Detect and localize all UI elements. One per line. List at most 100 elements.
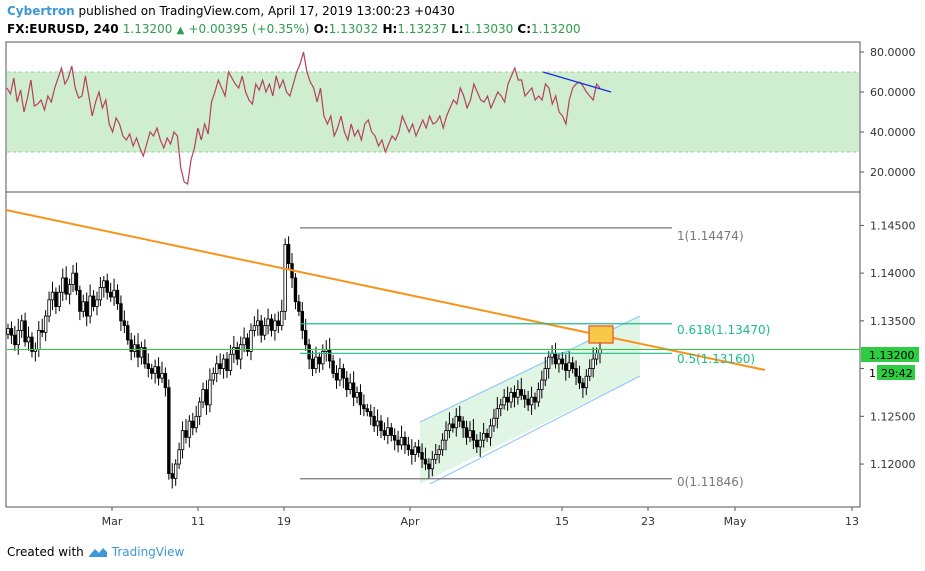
tradingview-brand[interactable]: TradingView (111, 545, 185, 559)
candle-body (81, 301, 85, 312)
candle-body (9, 328, 14, 336)
candle-body (71, 272, 75, 285)
candle-body (143, 347, 147, 365)
candle-body (280, 310, 284, 327)
candle-body (156, 366, 161, 379)
candle-body (420, 452, 424, 460)
candle-body (67, 284, 72, 295)
candle-body (266, 318, 270, 327)
candle-body (574, 368, 578, 377)
candle-body (546, 356, 551, 369)
fib-label-0: 0(1.11846) (677, 475, 744, 489)
candle-body (499, 404, 503, 410)
candle-body (577, 375, 582, 384)
time-tick-label: Apr (400, 515, 420, 528)
time-tick-label: May (724, 515, 747, 528)
candle-body (310, 358, 315, 369)
chart-overlays[interactable] (5, 209, 860, 480)
price-tick-label: 1.12000 (870, 458, 916, 471)
candle-body (129, 339, 133, 352)
time-tick-label: 13 (845, 515, 859, 528)
rsi-tick-label: 20.0000 (870, 166, 916, 179)
candle-body (533, 396, 537, 403)
candle-body (355, 392, 359, 398)
time-tick-label: 19 (277, 515, 291, 528)
candle-body (57, 291, 62, 307)
candle-body (536, 389, 541, 403)
candle-body (375, 420, 380, 427)
low-value: 1.13030 (463, 22, 514, 36)
candle-body (208, 379, 212, 406)
candle-body (242, 337, 246, 346)
candle-body (19, 320, 24, 331)
rsi-trendline (542, 71, 612, 93)
candle-body (6, 328, 10, 335)
candle-body (177, 449, 181, 465)
candle-body (112, 289, 116, 298)
candle-body (382, 430, 387, 436)
rsi-axis: 80.0000 60.0000 40.0000 20.0000 (860, 46, 916, 179)
candle-body (516, 389, 520, 398)
candle-body (245, 337, 250, 352)
candle-body (153, 366, 157, 374)
descending-trendline (5, 209, 766, 371)
last-price-tag: 1.13200 (869, 349, 915, 362)
candle-body (225, 358, 229, 371)
candle-body (588, 368, 592, 377)
candle-body (307, 344, 311, 360)
candle-body (553, 352, 558, 365)
candle-body (392, 435, 397, 441)
high-value: 1.13237 (397, 22, 447, 36)
candle-body (331, 360, 335, 374)
candle-body (204, 389, 209, 406)
candle-body (88, 295, 92, 317)
candle-body (403, 436, 407, 446)
rsi-series (6, 51, 612, 185)
tradingview-logo-icon (88, 548, 107, 557)
candle-body (372, 415, 376, 427)
candle-body (286, 244, 291, 264)
candle-body (150, 368, 154, 374)
candle-body (122, 320, 127, 327)
close-value: 1.13200 (531, 22, 581, 36)
candle-body (167, 387, 171, 474)
intersection-highlight-box (588, 325, 614, 344)
candle-body (283, 244, 287, 312)
candle-body (413, 446, 417, 455)
candle-body (594, 352, 599, 360)
candle-body (570, 362, 575, 369)
channel-lower-line (429, 375, 641, 485)
candle-body (451, 423, 455, 429)
candle-body (365, 408, 370, 412)
candle-body (523, 394, 527, 400)
candle-body (440, 439, 445, 451)
countdown-prefix: 1 (869, 367, 876, 380)
candle-body (115, 289, 120, 305)
candle-body (95, 299, 99, 307)
candle-body (13, 334, 17, 346)
candle-body (502, 396, 506, 406)
candle-body (40, 330, 44, 333)
candle-body (252, 325, 257, 331)
symbol-header: FX:EURUSD, 240 1.13200 ▲ +0.00395 (+0.35… (7, 22, 581, 36)
candle-body (447, 423, 452, 432)
countdown-tag: 29:42 (881, 367, 913, 380)
candle-body (74, 272, 79, 291)
price-tick-label: 1.14000 (870, 267, 916, 280)
candle-body (485, 433, 489, 438)
candle-body (304, 330, 308, 346)
candle-body (509, 392, 513, 403)
candle-body (293, 277, 298, 303)
author-name[interactable]: Cybertron (7, 4, 75, 18)
candle-body (126, 325, 130, 341)
candle-body (276, 320, 281, 327)
candle-body (512, 392, 517, 398)
candle-body (468, 430, 472, 438)
candle-body (235, 347, 239, 360)
candle-body (136, 344, 140, 358)
candle-body (16, 330, 20, 346)
open-label: O: (313, 22, 329, 36)
candle-body (416, 446, 421, 453)
candle-body (201, 389, 205, 403)
